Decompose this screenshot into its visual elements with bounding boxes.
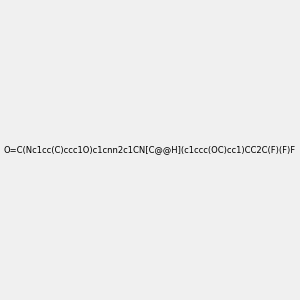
- Text: O=C(Nc1cc(C)ccc1O)c1cnn2c1CN[C@@H](c1ccc(OC)cc1)CC2C(F)(F)F: O=C(Nc1cc(C)ccc1O)c1cnn2c1CN[C@@H](c1ccc…: [4, 146, 296, 154]
